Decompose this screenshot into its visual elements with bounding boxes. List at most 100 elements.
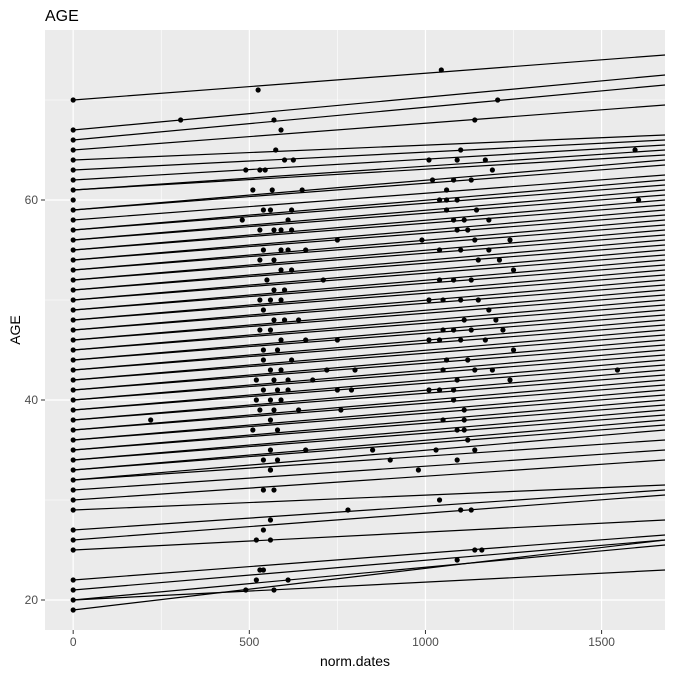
data-points	[70, 67, 642, 613]
data-point	[429, 177, 436, 183]
data-point	[451, 397, 457, 403]
fit-line	[73, 54, 666, 101]
data-point	[70, 187, 76, 193]
data-point	[271, 227, 277, 233]
data-point	[454, 157, 460, 163]
fit-line	[73, 484, 666, 511]
data-point	[257, 257, 263, 263]
fit-line	[73, 399, 666, 451]
data-point	[443, 357, 450, 363]
x-tick-label: 0	[70, 635, 77, 649]
data-point	[260, 527, 267, 533]
fit-line	[73, 164, 666, 211]
fit-line	[73, 424, 666, 471]
data-point	[495, 97, 501, 103]
axis-ticks: 0 500 1000 1500 20 40 60	[25, 193, 616, 649]
data-point	[454, 197, 460, 203]
data-point	[70, 287, 76, 293]
fit-line	[73, 334, 666, 381]
data-point	[303, 447, 309, 453]
data-point	[454, 227, 460, 233]
data-point	[468, 327, 474, 333]
data-point	[260, 567, 267, 573]
data-point	[281, 157, 288, 163]
data-point	[440, 297, 446, 303]
data-point	[271, 257, 277, 263]
data-point	[70, 137, 76, 143]
data-point	[70, 127, 76, 133]
data-point	[257, 407, 263, 413]
fit-line	[73, 269, 666, 321]
data-point	[70, 267, 76, 273]
data-point	[334, 387, 340, 393]
data-point	[278, 227, 284, 233]
data-point	[296, 317, 302, 323]
data-point	[267, 517, 274, 523]
data-point	[255, 87, 261, 93]
data-point	[70, 367, 76, 373]
data-point	[70, 497, 76, 503]
data-point	[461, 317, 467, 323]
data-point	[262, 167, 268, 173]
data-point	[70, 507, 76, 513]
fit-line	[73, 534, 666, 581]
data-point	[468, 507, 474, 513]
plot-panel	[45, 30, 665, 630]
data-point	[178, 117, 184, 123]
data-point	[267, 207, 274, 213]
data-point	[260, 307, 267, 313]
data-point	[278, 367, 284, 373]
data-point	[278, 127, 284, 133]
data-point	[465, 227, 471, 233]
fit-line	[73, 569, 666, 601]
data-point	[70, 427, 76, 433]
x-tick-label: 1500	[588, 635, 615, 649]
data-point	[436, 277, 443, 283]
data-point	[338, 407, 344, 413]
fit-line	[73, 429, 666, 481]
data-point	[296, 407, 302, 413]
data-point	[257, 327, 263, 333]
data-point	[70, 327, 76, 333]
data-point	[468, 277, 474, 283]
data-point	[274, 457, 281, 463]
fit-line	[73, 409, 666, 461]
fit-line	[73, 179, 666, 231]
data-point	[271, 407, 277, 413]
fit-line	[73, 414, 666, 461]
data-point	[267, 297, 274, 303]
fit-line	[73, 239, 666, 291]
fit-line	[73, 349, 666, 401]
data-point	[278, 397, 284, 403]
data-point	[451, 327, 457, 333]
data-point	[243, 167, 249, 173]
data-point	[458, 297, 464, 303]
data-point	[458, 507, 464, 513]
data-point	[507, 377, 513, 383]
data-point	[443, 207, 450, 213]
data-point	[267, 327, 274, 333]
fit-line	[73, 324, 666, 371]
data-point	[473, 207, 480, 213]
data-point	[70, 227, 76, 233]
data-point	[472, 117, 478, 123]
y-tick-label: 40	[25, 393, 39, 407]
fit-line	[73, 354, 666, 401]
data-point	[288, 207, 295, 213]
data-point	[496, 257, 503, 263]
data-point	[451, 217, 457, 223]
data-point	[461, 217, 467, 223]
data-point	[458, 147, 464, 153]
data-point	[70, 477, 76, 483]
fit-line	[73, 204, 666, 251]
data-point	[454, 377, 460, 383]
fit-line	[73, 459, 666, 501]
fit-line	[73, 194, 666, 241]
data-point	[70, 487, 76, 493]
fit-lines	[73, 54, 666, 611]
data-point	[285, 577, 291, 583]
data-point	[70, 467, 76, 473]
data-point	[472, 447, 478, 453]
data-point	[70, 377, 76, 383]
